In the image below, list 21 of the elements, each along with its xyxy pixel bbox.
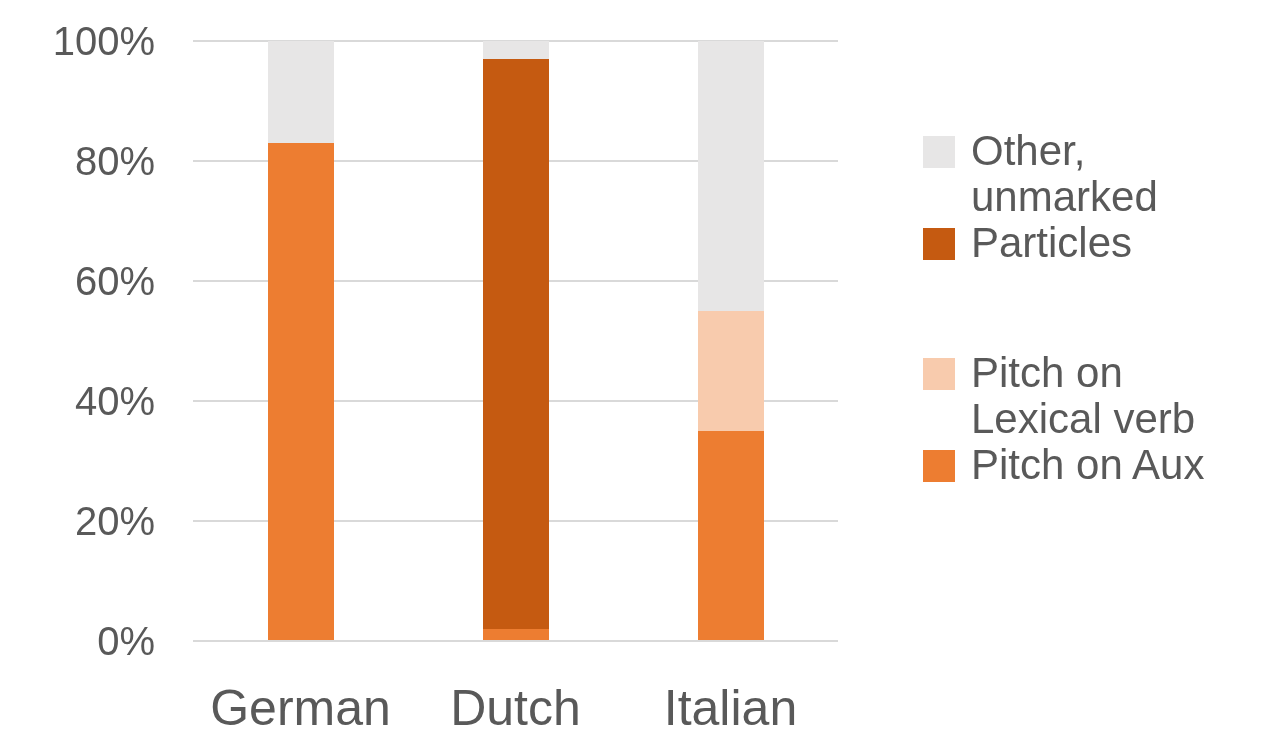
y-tick-label: 40% [74,379,155,424]
y-tick-label: 20% [74,499,155,544]
y-tick-label: 0% [97,619,155,664]
bar [268,143,334,641]
bar [698,311,764,431]
bar [268,41,334,143]
y-tick-label: 60% [74,259,155,304]
bar [483,629,549,641]
legend-label: Particles [971,219,1133,266]
bar [698,431,764,641]
legend-label: Pitch on Aux [971,441,1205,488]
bar [483,41,549,59]
y-tick-label: 80% [74,139,155,184]
x-tick-label: German [210,679,391,736]
legend-label: Other, unmarked [971,127,1159,220]
bar [483,59,549,629]
bar [698,41,764,311]
x-tick-label: Italian [663,679,798,736]
y-tick-label: 100% [52,19,155,64]
legend-label: Pitch on Lexical verb [971,349,1197,442]
x-tick-label: Dutch [450,679,581,736]
